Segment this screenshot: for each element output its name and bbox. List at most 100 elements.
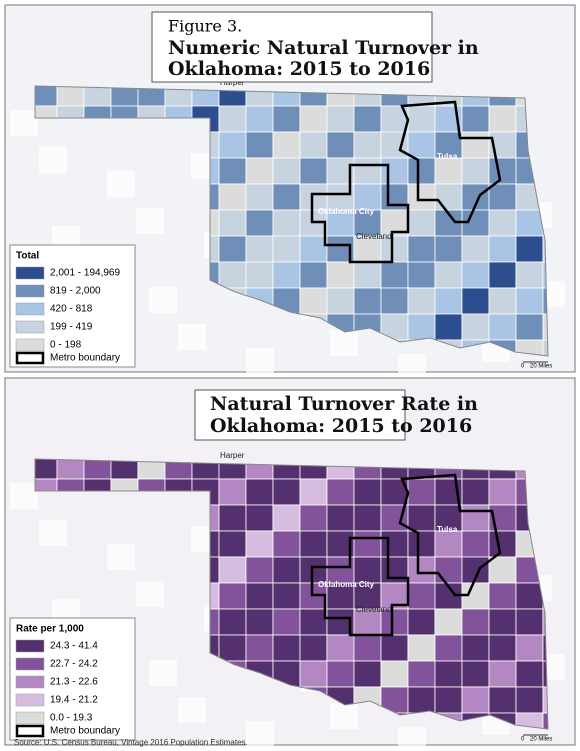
title-box (194, 389, 406, 441)
county (218, 261, 247, 289)
county (245, 504, 274, 532)
county (353, 235, 382, 263)
county (218, 556, 247, 584)
county (488, 660, 517, 688)
county (488, 530, 517, 558)
county (299, 131, 328, 159)
legend: Rate per 1,000 24.3 - 41.4 22.7 - 24.2 21.3… (9, 617, 136, 741)
county (488, 582, 517, 610)
county (245, 478, 274, 506)
legend-swatch (15, 284, 45, 298)
county (272, 209, 301, 237)
county (272, 582, 301, 610)
legend-label: 19.4 - 21.2 (50, 695, 98, 706)
map-title: Oklahoma: 2015 to 2016 (168, 58, 430, 80)
county (542, 686, 548, 714)
legend-label: Metro boundary (50, 353, 120, 364)
county (461, 105, 490, 133)
state-outline (34, 458, 549, 730)
county (272, 556, 301, 584)
county (353, 504, 382, 532)
county (353, 608, 382, 636)
county (299, 105, 328, 133)
legend-label: 199 - 419 (50, 322, 93, 333)
county (353, 157, 382, 185)
county (488, 235, 517, 263)
county (461, 634, 490, 662)
county (380, 235, 409, 263)
county (488, 287, 517, 315)
legend-label: 420 - 818 (50, 304, 93, 315)
legend-swatch (15, 266, 45, 280)
county (461, 287, 490, 315)
place-label: Cleveland (356, 605, 392, 614)
county (299, 530, 328, 558)
place-label: Cleveland (356, 232, 392, 241)
county (218, 478, 247, 506)
county (542, 313, 548, 341)
legend-swatch (15, 657, 45, 671)
county (272, 504, 301, 532)
county (218, 504, 247, 532)
county (353, 287, 382, 315)
county (272, 530, 301, 558)
state-outline (34, 85, 549, 357)
scale-label: 0 (521, 737, 525, 743)
county (407, 582, 436, 610)
county (245, 183, 274, 211)
legend-label: 2,001 - 194,969 (50, 268, 120, 279)
background-county (246, 721, 274, 747)
county (488, 209, 517, 237)
legend-swatch (15, 675, 45, 689)
county (272, 157, 301, 185)
county (299, 634, 328, 662)
county (299, 183, 328, 211)
county (461, 478, 490, 506)
legend-swatch (15, 320, 45, 334)
county (407, 313, 436, 341)
county (272, 478, 301, 506)
map-panel: Harper Tulsa Oklahoma City Cleveland 0 20 Mil… (4, 377, 576, 751)
county (407, 157, 436, 185)
county (272, 608, 301, 636)
county (488, 686, 517, 714)
county (218, 530, 247, 558)
county (515, 686, 544, 714)
county (245, 261, 274, 289)
county (461, 660, 490, 688)
county (542, 339, 548, 356)
county (299, 261, 328, 289)
background-county (178, 697, 206, 723)
place-label: Harper (220, 451, 245, 460)
county (488, 313, 517, 341)
county (434, 634, 463, 662)
county (326, 209, 355, 237)
county (299, 478, 328, 506)
county (218, 582, 247, 610)
county (353, 556, 382, 584)
background-county (136, 581, 164, 607)
county (461, 530, 490, 558)
county (272, 634, 301, 662)
county (353, 183, 382, 211)
county (407, 634, 436, 662)
scale-label: 20 Miles (530, 364, 552, 370)
county (461, 686, 490, 714)
county (272, 660, 301, 688)
county (326, 478, 355, 506)
title-box (151, 11, 433, 83)
county (245, 157, 274, 185)
county (218, 634, 247, 662)
county (353, 660, 382, 688)
county (299, 504, 328, 532)
metro-boundary (398, 473, 502, 597)
county (434, 660, 463, 688)
county (515, 313, 544, 341)
county (218, 235, 247, 263)
background-county (136, 208, 164, 234)
legend-swatch (15, 693, 45, 707)
county (407, 209, 436, 237)
county (380, 530, 409, 558)
county (407, 504, 436, 532)
county (218, 157, 247, 185)
